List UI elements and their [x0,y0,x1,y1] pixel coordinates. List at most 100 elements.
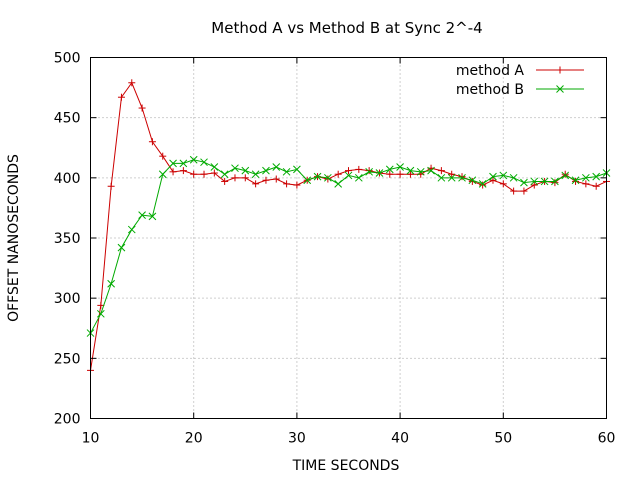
marker-stroke [354,173,363,182]
marker-stroke [272,163,281,171]
data-point-method-b [117,243,126,252]
marker-stroke [478,179,487,188]
data-point-method-b [262,166,270,175]
data-point-method-b [334,179,343,188]
marker-stroke [468,176,477,185]
marker-stroke [251,170,260,179]
data-point-method-b [468,176,477,185]
marker-stroke [220,170,229,179]
marker-stroke [189,155,198,164]
data-point-method-a [159,152,167,160]
marker-stroke [530,177,539,186]
marker-stroke [313,172,322,181]
data-point-method-b [385,165,394,174]
marker-stroke [138,211,146,219]
data-point-method-b [520,178,528,187]
marker-stroke [375,169,384,177]
y-tick-label: 250 [54,351,81,367]
data-point-method-a [561,170,569,178]
data-point-method-b [489,172,497,181]
legend: method A method B [456,63,584,98]
data-point-method-a [489,176,497,184]
x-tick-label: 60 [598,431,616,447]
legend-swatch-method-b [536,85,584,93]
data-point-method-a [530,181,538,189]
data-point-method-b [313,172,322,181]
marker-stroke [344,171,353,180]
data-point-method-a [437,167,445,175]
x-tick-label: 50 [494,431,512,447]
data-point-method-b [272,163,281,171]
data-point-method-a [572,177,580,185]
marker-stroke [210,163,219,171]
legend-swatch-method-a [536,66,584,74]
marker-stroke [231,164,239,173]
data-point-method-b [107,279,115,288]
data-point-method-a [551,179,559,187]
marker-stroke [582,173,590,182]
marker-stroke [561,171,570,180]
marker-stroke [447,173,456,182]
data-point-method-a [241,174,249,182]
marker-stroke [427,166,435,175]
data-point-method-b [179,159,188,168]
marker-stroke [200,158,208,167]
data-point-method-a [179,167,187,175]
y-tick-label: 350 [54,231,81,247]
marker-stroke [107,279,115,288]
marker-stroke [592,172,601,181]
data-point-method-a [355,165,363,173]
series-method-b [86,155,611,337]
data-point-method-b [582,173,590,182]
data-point-method-b [571,176,580,185]
y-tick-label: 400 [54,171,81,187]
data-point-method-b [427,166,435,175]
data-point-method-a [97,301,105,309]
data-point-method-b [189,155,198,164]
marker-stroke [117,243,126,252]
data-point-method-b [396,163,404,171]
marker-stroke [262,166,270,175]
marker-stroke [509,173,518,182]
data-point-method-b [509,173,518,182]
data-point-method-a [345,167,352,175]
marker-stroke [406,166,415,175]
data-point-method-a [479,181,487,189]
data-point-method-b [158,170,167,179]
data-point-method-b [127,225,136,234]
data-point-method-b [478,179,487,188]
data-point-method-a [396,170,404,178]
x-tick-label: 20 [185,431,203,447]
marker-stroke [499,171,508,180]
marker-stroke [489,172,497,181]
data-point-method-a [520,187,528,195]
data-point-method-b [530,177,539,186]
marker-stroke [158,170,167,179]
data-point-method-a [231,174,239,182]
data-point-method-a [293,181,301,189]
data-point-method-b [220,170,229,179]
data-point-method-b [416,167,425,176]
legend-marker [556,85,564,93]
y-tick-label: 500 [54,51,81,67]
y-tick-label: 200 [54,412,81,428]
data-point-method-a [283,180,291,188]
chart-title: Method A vs Method B at Sync 2^-4 [211,19,482,37]
marker-stroke [416,167,425,176]
y-axis-label: OFFSET NANOSECONDS [6,154,22,322]
data-point-method-a [128,79,136,87]
data-point-method-a [406,170,414,178]
marker-stroke [127,225,136,234]
data-point-method-b [406,166,415,175]
marker-stroke [169,159,177,168]
data-point-method-b [241,166,250,175]
data-point-method-b [200,158,208,167]
data-point-method-a [386,170,394,178]
legend-label-method-a: method A [456,63,525,79]
data-point-method-b [375,169,384,177]
data-point-method-b [282,167,291,176]
x-axis-label: TIME SECONDS [292,458,400,474]
marker-stroke [520,178,528,187]
data-point-method-b [437,173,446,182]
